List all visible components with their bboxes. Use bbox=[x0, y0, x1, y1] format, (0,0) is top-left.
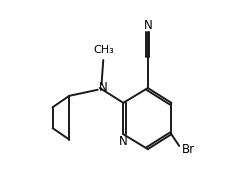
Text: CH₃: CH₃ bbox=[93, 45, 114, 55]
Text: Br: Br bbox=[182, 143, 195, 156]
Text: N: N bbox=[119, 135, 128, 148]
Text: N: N bbox=[99, 81, 108, 94]
Text: N: N bbox=[144, 19, 152, 32]
